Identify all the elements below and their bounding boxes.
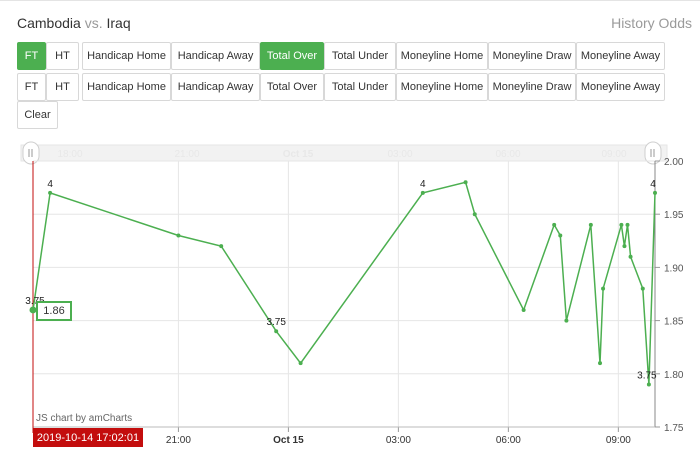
- point-value-label: 4: [47, 179, 53, 190]
- point-value-label: 4: [650, 179, 656, 190]
- point-value-label: 3.75: [637, 370, 657, 381]
- row2-moneyline-away-button[interactable]: Moneyline Away: [576, 73, 665, 101]
- vs-separator: vs.: [84, 15, 103, 31]
- odds-data-point: [552, 222, 557, 227]
- scrollbar-left-grip: [22, 141, 40, 165]
- odds-data-point: [219, 244, 224, 249]
- row2-moneyline-draw-button[interactable]: Moneyline Draw: [488, 73, 576, 101]
- odds-data-point: [176, 233, 181, 238]
- odds-data-point: [619, 222, 624, 227]
- odds-data-point: [622, 244, 627, 249]
- point-value-label: 4: [420, 179, 426, 190]
- odds-data-point: [646, 382, 651, 387]
- point-value-label: 3.75: [266, 317, 286, 328]
- odds-data-point: [274, 329, 279, 334]
- row2-total-over-button[interactable]: Total Over: [260, 73, 324, 101]
- row1-moneyline-home-button[interactable]: Moneyline Home: [396, 42, 488, 70]
- odds-data-point: [48, 190, 53, 195]
- x-tick-label: 03:00: [386, 435, 411, 446]
- scrollbar-tick-label: 21:00: [174, 149, 199, 160]
- scrollbar-tick-label: 18:00: [57, 149, 82, 160]
- row2-ht-button[interactable]: HT: [46, 73, 79, 101]
- odds-chart: 18:00 21:00 Oct 15 03:00 06:00 09:00 2.00 1.95 1…: [0, 141, 700, 453]
- x-tick-label: Oct 15: [273, 435, 304, 446]
- odds-data-point: [601, 286, 606, 291]
- odds-data-point: [564, 318, 569, 323]
- x-tick-label: 21:00: [166, 435, 191, 446]
- row1-moneyline-draw-button[interactable]: Moneyline Draw: [488, 42, 576, 70]
- odds-series-line: [32, 181, 656, 385]
- y-tick-label: 1.85: [664, 317, 684, 328]
- y-tick-label: 1.90: [664, 263, 684, 274]
- odds-data-point: [472, 212, 477, 217]
- row2-moneyline-home-button[interactable]: Moneyline Home: [396, 73, 488, 101]
- odds-data-point: [29, 306, 37, 314]
- odds-data-point: [558, 233, 563, 238]
- scrollbar-tick-label: 03:00: [387, 149, 412, 160]
- odds-chart-svg: 18:00 21:00 Oct 15 03:00 06:00 09:00 2.00 1.95 1…: [20, 141, 684, 446]
- row2-handicap-away-button[interactable]: Handicap Away: [171, 73, 260, 101]
- odds-data-point: [640, 286, 645, 291]
- cursor-time-label: 2019-10-14 17:02:01: [33, 428, 143, 447]
- history-odds-title: History Odds: [611, 15, 692, 31]
- odds-data-point: [653, 190, 657, 195]
- scrollbar-right-grip: [644, 141, 662, 165]
- y-tick-label: 2.00: [664, 157, 684, 168]
- odds-data-point: [588, 222, 593, 227]
- away-team: Iraq: [106, 15, 131, 31]
- row2-total-under-button[interactable]: Total Under: [324, 73, 396, 101]
- odds-data-point: [298, 361, 303, 366]
- odds-data-point: [598, 361, 603, 366]
- odds-data-point: [420, 190, 425, 195]
- row2-handicap-home-button[interactable]: Handicap Home: [82, 73, 171, 101]
- odds-data-point: [628, 254, 633, 259]
- odds-data-point: [625, 222, 630, 227]
- clear-button[interactable]: Clear: [17, 101, 58, 129]
- y-tick-label: 1.95: [664, 210, 684, 221]
- row1-total-under-button[interactable]: Total Under: [324, 42, 396, 70]
- row1-moneyline-away-button[interactable]: Moneyline Away: [576, 42, 665, 70]
- x-tick-label: 09:00: [606, 435, 631, 446]
- value-tooltip: 1.86: [36, 301, 72, 321]
- row1-handicap-home-button[interactable]: Handicap Home: [82, 42, 171, 70]
- scrollbar-tick-label: Oct 15: [283, 149, 314, 160]
- row1-handicap-away-button[interactable]: Handicap Away: [171, 42, 260, 70]
- row1-ht-button[interactable]: HT: [46, 42, 79, 70]
- row1-ft-button[interactable]: FT: [17, 42, 46, 70]
- odds-data-point: [463, 180, 468, 185]
- y-tick-label: 1.80: [664, 370, 684, 381]
- scrollbar-tick-label: 09:00: [601, 149, 626, 160]
- row1-total-over-button[interactable]: Total Over: [260, 42, 324, 70]
- home-team: Cambodia: [17, 15, 81, 31]
- scrollbar-track: [20, 144, 668, 162]
- row2-ft-button[interactable]: FT: [17, 73, 46, 101]
- y-tick-label: 1.75: [664, 423, 684, 434]
- header: Cambodia vs. Iraq History Odds: [0, 1, 700, 45]
- odds-data-point: [521, 307, 526, 312]
- scrollbar-tick-label: 06:00: [495, 149, 520, 160]
- match-title: Cambodia vs. Iraq: [17, 15, 131, 31]
- amcharts-credit[interactable]: JS chart by amCharts: [36, 413, 133, 424]
- point-value-label: 3.75: [25, 296, 45, 307]
- x-tick-label: 06:00: [496, 435, 521, 446]
